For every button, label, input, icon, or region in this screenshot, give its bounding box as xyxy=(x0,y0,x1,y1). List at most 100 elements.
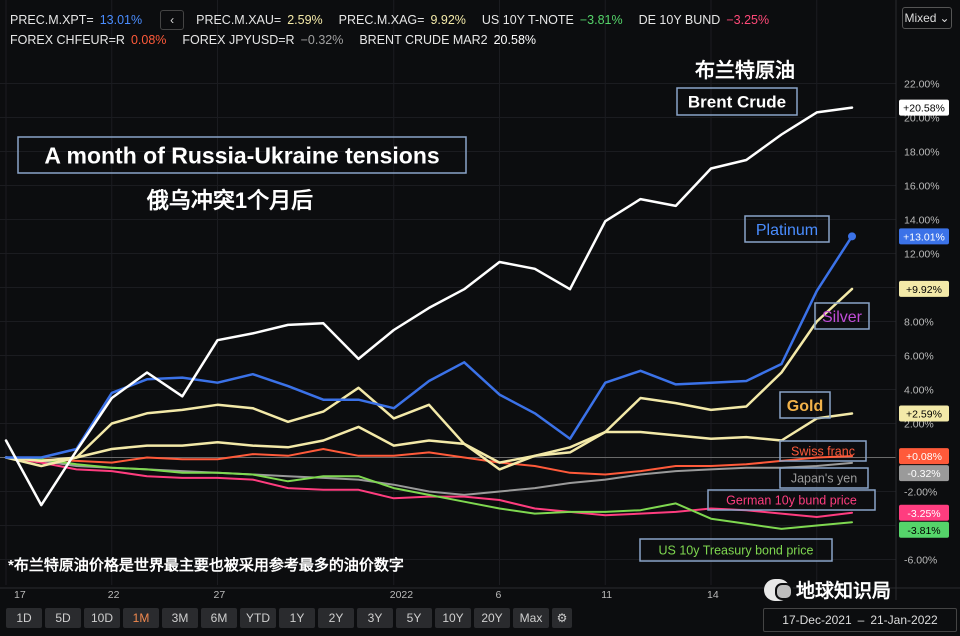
end-label: +9.92% xyxy=(906,284,942,296)
y-tick-label: 16.00% xyxy=(904,181,940,193)
annotation-box xyxy=(779,440,867,462)
legend-value: 13.01% xyxy=(99,13,143,27)
range-button-20y[interactable]: 20Y xyxy=(474,608,510,628)
legend-item[interactable]: US 10Y T-NOTE −3.81% xyxy=(482,10,623,30)
annotation-silver: Silver xyxy=(822,309,863,326)
y-tick-label: 4.00% xyxy=(904,385,934,397)
annotation-bund: German 10y bund price xyxy=(726,494,857,508)
footnote: *布兰特原油价格是世界最主要也被采用参考最多的油价数字 xyxy=(8,556,404,574)
annotation-box xyxy=(744,215,830,243)
range-button-1d[interactable]: 1D xyxy=(6,608,42,628)
legend-item[interactable]: BRENT CRUDE MAR2 20.58% xyxy=(359,30,536,50)
legend-item[interactable]: PREC.M.XPT= 13.01% xyxy=(10,10,142,30)
legend-value: −3.81% xyxy=(579,13,623,27)
legend-item[interactable]: FOREX JPYUSD=R −0.32% xyxy=(182,30,343,50)
wechat-icon xyxy=(764,578,793,601)
annotation-box xyxy=(17,136,467,174)
range-button-ytd[interactable]: YTD xyxy=(240,608,276,628)
annotation-headline_en: A month of Russia-Ukraine tensions xyxy=(44,142,439,168)
series-line-0 xyxy=(4,106,854,507)
x-tick-label: 17 xyxy=(14,589,26,601)
annotation-box xyxy=(779,467,869,489)
series-line-4 xyxy=(5,448,853,476)
x-tick-label: 6 xyxy=(496,589,502,601)
y-tick-label: 22.00% xyxy=(904,79,940,91)
legend-label: PREC.M.XPT= xyxy=(10,13,94,27)
end-label-box xyxy=(899,280,949,297)
end-label-box xyxy=(899,448,949,465)
scale-mode-label: Mixed xyxy=(904,11,937,25)
watermark-text: 地球知识局 xyxy=(796,581,892,602)
range-button-5y[interactable]: 5Y xyxy=(396,608,432,628)
series-line-3 xyxy=(4,412,854,468)
range-toolbar: 1D 5D 10D 1M 3M 6M YTD 1Y 2Y 3Y 5Y 10Y 20Y Max ⚙ xyxy=(6,608,572,628)
range-button-3m[interactable]: 3M xyxy=(162,608,198,628)
legend-item[interactable]: FOREX CHFEUR=R 0.08% xyxy=(10,30,166,50)
chevron-left-icon[interactable]: ‹ xyxy=(160,10,185,30)
legend-item[interactable]: DE 10Y BUND −3.25% xyxy=(639,10,770,30)
end-label-box xyxy=(899,99,949,116)
chevron-down-icon: ⌄ xyxy=(939,11,950,25)
legend-value: 2.59% xyxy=(287,13,323,27)
end-label: -3.81% xyxy=(907,525,940,537)
series-line-2 xyxy=(4,287,854,471)
y-tick-label: 12.00% xyxy=(904,249,940,261)
end-label: +0.08% xyxy=(906,451,942,463)
annotation-gold: Gold xyxy=(787,398,823,415)
y-tick-label: 2.00% xyxy=(904,419,934,431)
end-label: -3.25% xyxy=(907,508,940,520)
end-label: +2.59% xyxy=(906,408,942,420)
range-button-10d[interactable]: 10D xyxy=(84,608,120,628)
series-line-6 xyxy=(5,456,853,518)
range-button-10y[interactable]: 10Y xyxy=(435,608,471,628)
legend-value: 0.08% xyxy=(130,33,167,47)
y-tick-label: -6.00% xyxy=(904,555,937,567)
gear-icon[interactable]: ⚙ xyxy=(552,608,572,628)
annotation-brent_en: Brent Crude xyxy=(688,93,786,112)
range-button-1y[interactable]: 1Y xyxy=(279,608,315,628)
legend-label: PREC.M.XAG= xyxy=(338,13,425,27)
end-label: -0.32% xyxy=(907,468,940,480)
x-tick-label: 14 xyxy=(707,589,719,601)
y-tick-label: 6.00% xyxy=(904,351,934,363)
annotation-box xyxy=(676,87,798,116)
scale-mode-dropdown[interactable]: Mixed ⌄ xyxy=(902,7,952,29)
watermark: 地球知识局 xyxy=(764,576,891,603)
range-button-max[interactable]: Max xyxy=(513,608,549,628)
range-button-2y[interactable]: 2Y xyxy=(318,608,354,628)
date-range[interactable]: 17-Dec-2021 – 21-Jan-2022 xyxy=(763,608,957,632)
x-tick-label: 11 xyxy=(601,589,612,601)
legend-item[interactable]: PREC.M.XAU= 2.59% xyxy=(196,10,323,30)
annotation-yen: Japan's yen xyxy=(791,472,857,486)
annotation-box xyxy=(779,391,831,419)
date-from: 17-Dec-2021 xyxy=(782,613,852,627)
annotation-brent_cn: 布兰特原油 xyxy=(695,58,795,82)
range-button-3y[interactable]: 3Y xyxy=(357,608,393,628)
range-button-5d[interactable]: 5D xyxy=(45,608,81,628)
legend-value: −3.25% xyxy=(726,13,770,27)
legend-label: PREC.M.XAU= xyxy=(196,13,282,27)
date-separator: – xyxy=(857,613,865,627)
annotation-headline_cn: 俄乌冲突1个月后 xyxy=(146,188,313,213)
end-label-box xyxy=(899,405,949,422)
end-label: +13.01% xyxy=(903,231,945,243)
legend-value: −0.32% xyxy=(300,33,344,47)
range-button-6m[interactable]: 6M xyxy=(201,608,237,628)
y-tick-label: 8.00% xyxy=(904,317,934,329)
y-tick-label: 18.00% xyxy=(904,147,940,159)
legend-label: US 10Y T-NOTE xyxy=(481,13,574,27)
legend-value: 9.92% xyxy=(430,13,466,27)
end-label-box xyxy=(899,504,949,521)
y-tick-label: -2.00% xyxy=(904,487,937,499)
range-button-1m[interactable]: 1M xyxy=(123,608,159,628)
x-tick-label: 2022 xyxy=(390,589,414,601)
legend-item[interactable]: PREC.M.XAG= 9.92% xyxy=(339,10,466,30)
end-label-box xyxy=(899,228,949,245)
x-tick-label: 22 xyxy=(108,589,120,601)
annotation-box xyxy=(707,489,876,511)
annotation-box xyxy=(814,302,870,330)
annotation-swiss: Swiss franc xyxy=(791,445,855,459)
legend-value: 20.58% xyxy=(493,33,537,47)
end-label-box xyxy=(899,521,949,538)
